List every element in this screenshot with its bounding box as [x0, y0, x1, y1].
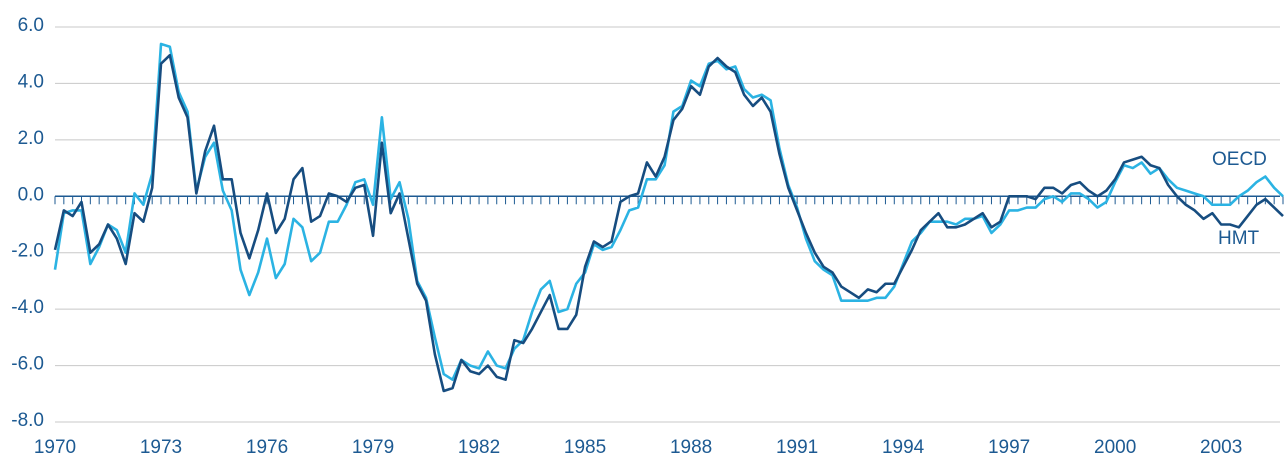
x-tick-label: 1994: [882, 437, 925, 458]
x-tick-label: 2000: [1094, 437, 1136, 458]
series-label: HMT: [1218, 228, 1260, 249]
x-tick-label: 1997: [988, 437, 1030, 458]
y-tick-label: -4.0: [11, 297, 44, 318]
y-tick-label: -6.0: [11, 354, 44, 375]
y-tick-label: -2.0: [11, 241, 44, 262]
y-tick-label: -8.0: [11, 410, 44, 431]
x-tick-label: 1982: [458, 437, 500, 458]
x-tick-label: 1988: [670, 437, 712, 458]
y-tick-label: 0.0: [18, 184, 44, 205]
y-tick-label: 6.0: [18, 15, 44, 36]
x-tick-label: 2003: [1200, 437, 1242, 458]
x-tick-label: 1970: [34, 437, 76, 458]
x-tick-label: 1979: [352, 437, 394, 458]
x-tick-label: 1985: [564, 437, 606, 458]
y-tick-label: 4.0: [18, 71, 44, 92]
series-line: [53, 53, 1284, 393]
y-tick-label: 2.0: [18, 128, 44, 149]
x-tick-label: 1991: [776, 437, 818, 458]
x-tick-label: 1973: [140, 437, 182, 458]
series-line: [53, 42, 1284, 381]
series-label: OECD: [1212, 149, 1267, 170]
x-tick-label: 1976: [246, 437, 288, 458]
